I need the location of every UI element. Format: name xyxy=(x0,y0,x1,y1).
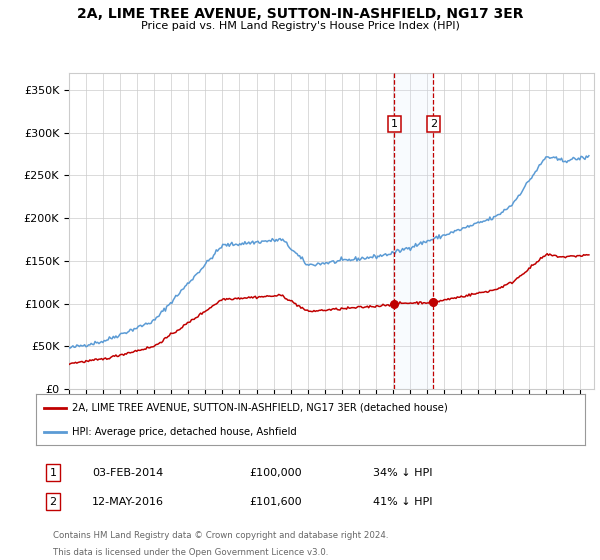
Text: 2A, LIME TREE AVENUE, SUTTON-IN-ASHFIELD, NG17 3ER (detached house): 2A, LIME TREE AVENUE, SUTTON-IN-ASHFIELD… xyxy=(71,403,448,413)
Text: £101,600: £101,600 xyxy=(249,497,302,507)
Text: HPI: Average price, detached house, Ashfield: HPI: Average price, detached house, Ashf… xyxy=(71,427,296,437)
Text: 41% ↓ HPI: 41% ↓ HPI xyxy=(373,497,432,507)
Text: 12-MAY-2016: 12-MAY-2016 xyxy=(92,497,164,507)
Text: 1: 1 xyxy=(391,119,398,129)
Text: 2: 2 xyxy=(430,119,437,129)
Text: Contains HM Land Registry data © Crown copyright and database right 2024.: Contains HM Land Registry data © Crown c… xyxy=(53,531,388,540)
Text: 1: 1 xyxy=(49,468,56,478)
Bar xyxy=(394,73,433,389)
Text: 34% ↓ HPI: 34% ↓ HPI xyxy=(373,468,432,478)
Text: 2A, LIME TREE AVENUE, SUTTON-IN-ASHFIELD, NG17 3ER: 2A, LIME TREE AVENUE, SUTTON-IN-ASHFIELD… xyxy=(77,7,523,21)
Text: 2: 2 xyxy=(49,497,56,507)
Text: Price paid vs. HM Land Registry's House Price Index (HPI): Price paid vs. HM Land Registry's House … xyxy=(140,21,460,31)
Text: £100,000: £100,000 xyxy=(249,468,302,478)
Text: This data is licensed under the Open Government Licence v3.0.: This data is licensed under the Open Gov… xyxy=(53,548,328,557)
Text: 03-FEB-2014: 03-FEB-2014 xyxy=(92,468,163,478)
